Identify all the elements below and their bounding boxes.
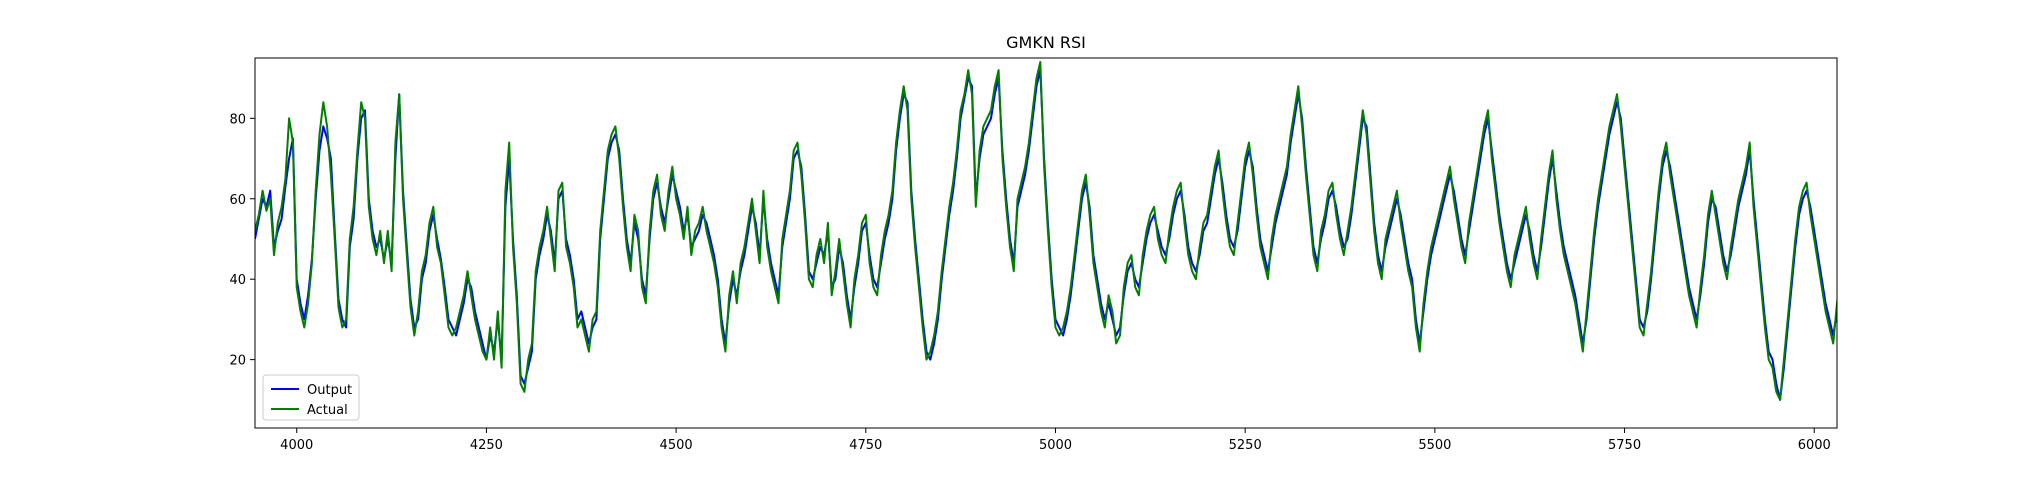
plot-frame — [254, 57, 1838, 429]
legend-label-actual: Actual — [307, 403, 348, 418]
chart-title: GMKN RSI — [1006, 33, 1086, 52]
x-tick-label: 5000 — [1039, 438, 1072, 453]
series-line-output — [255, 69, 1837, 401]
y-tick-label: 20 — [229, 354, 246, 369]
y-tick-label: 60 — [229, 193, 246, 208]
x-tick-label: 6000 — [1798, 438, 1831, 453]
legend: Output Actual — [262, 374, 360, 421]
series-layer — [255, 61, 1837, 401]
x-tick-label: 4750 — [849, 438, 882, 453]
x-tick-label: 5500 — [1418, 438, 1451, 453]
series-line-actual — [255, 61, 1837, 401]
y-axis: 20 40 60 80 — [229, 112, 255, 369]
y-tick-label: 80 — [229, 112, 246, 127]
x-tick-label: 5750 — [1608, 438, 1641, 453]
x-tick-label: 4000 — [280, 438, 313, 453]
x-tick-label: 5250 — [1229, 438, 1262, 453]
legend-label-output: Output — [307, 383, 352, 398]
x-axis: 4000 4250 4500 4750 5000 5250 5500 5750 6000 — [280, 428, 1831, 453]
x-tick-label: 4250 — [470, 438, 503, 453]
y-tick-label: 40 — [229, 273, 246, 288]
x-tick-label: 4500 — [660, 438, 693, 453]
